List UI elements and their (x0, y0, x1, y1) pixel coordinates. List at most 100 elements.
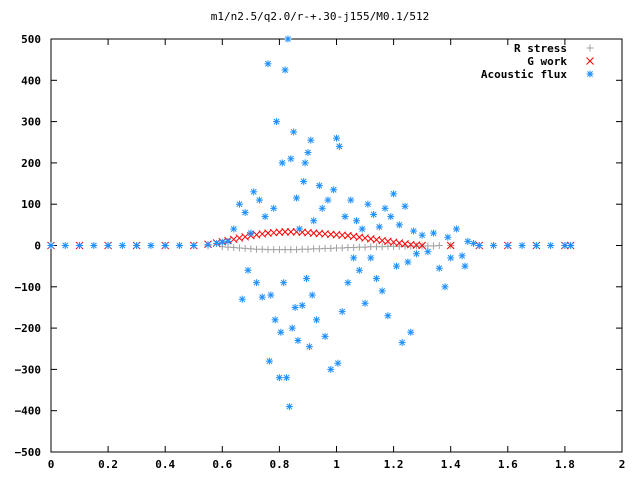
data-point (341, 213, 349, 221)
data-point (273, 118, 281, 126)
y-tick-label: 200 (21, 157, 41, 170)
data-point (147, 242, 155, 249)
data-point (313, 316, 321, 324)
data-point (378, 287, 386, 295)
y-tick-label: 300 (21, 116, 41, 129)
data-point (258, 293, 266, 301)
data-point (224, 237, 232, 245)
data-point (285, 403, 293, 411)
data-point (392, 262, 400, 270)
data-point (307, 136, 315, 144)
y-tick-label: −100 (15, 281, 42, 294)
data-point (367, 254, 375, 262)
data-point (267, 291, 275, 299)
x-tick-label: 0.8 (269, 458, 289, 471)
data-point (287, 155, 295, 163)
data-point (321, 332, 329, 340)
data-point (281, 228, 289, 236)
data-point (284, 35, 292, 43)
data-point (398, 339, 406, 347)
y-tick-label: −200 (15, 322, 42, 335)
data-point (61, 242, 69, 249)
data-point (265, 357, 273, 365)
data-point (344, 279, 352, 287)
data-point (361, 299, 369, 307)
data-point (410, 227, 418, 235)
data-point (381, 204, 389, 212)
data-point (275, 374, 283, 382)
data-point (333, 134, 340, 142)
data-point (204, 241, 212, 249)
legend-marker (586, 57, 594, 65)
data-point (288, 324, 296, 332)
data-point (358, 225, 366, 233)
data-point (290, 128, 298, 136)
legend-label: R stress (514, 42, 567, 55)
data-point (375, 223, 383, 231)
data-point (270, 204, 278, 212)
data-point (315, 182, 323, 190)
x-tick-label: 0 (48, 458, 55, 471)
data-point (298, 301, 306, 309)
data-point (532, 242, 540, 249)
data-point (310, 217, 318, 225)
data-point (250, 188, 258, 196)
data-point (475, 242, 483, 249)
data-point (404, 258, 412, 266)
data-point (303, 275, 311, 283)
data-point (213, 239, 221, 247)
data-point (504, 242, 512, 249)
data-point (490, 242, 498, 249)
data-point (470, 239, 478, 247)
data-point (347, 196, 355, 204)
data-point (461, 262, 469, 270)
data-point (261, 213, 269, 221)
legend-label: Acoustic flux (481, 68, 567, 81)
data-point (446, 241, 455, 250)
x-tick-label: 0.2 (98, 458, 118, 471)
data-point (518, 242, 526, 249)
data-point (464, 237, 472, 245)
x-tick-label: 0.4 (155, 458, 175, 471)
data-point (161, 242, 169, 249)
data-point (291, 303, 299, 311)
data-point (372, 275, 380, 283)
data-point (327, 365, 335, 373)
y-tick-label: 500 (21, 33, 41, 46)
data-point (76, 242, 84, 249)
data-point (452, 225, 460, 233)
data-point (407, 328, 415, 336)
legend-marker (586, 70, 594, 78)
data-point (447, 254, 455, 262)
x-tick-label: 1.8 (555, 458, 575, 471)
data-point (295, 225, 303, 233)
data-point (330, 186, 338, 194)
data-point (255, 196, 263, 204)
data-point (218, 238, 226, 246)
data-point (424, 248, 432, 256)
data-point (277, 328, 285, 336)
data-point (412, 250, 420, 258)
x-tick-label: 1.6 (498, 458, 518, 471)
x-tick-label: 0.6 (212, 458, 232, 471)
data-point (418, 241, 427, 250)
data-point (283, 374, 291, 382)
data-point (230, 225, 238, 233)
chart-title: m1/n2.5/q2.0/r-+.30-j155/M0.1/512 (211, 10, 430, 23)
data-point (304, 149, 312, 157)
data-point (444, 233, 452, 241)
data-point (338, 308, 346, 316)
x-tick-label: 2 (619, 458, 626, 471)
data-point (430, 229, 438, 237)
data-point (175, 242, 183, 249)
data-point (241, 208, 249, 216)
tick-labels: 0 0.2 0.4 0.6 0.8 1 1.2 1.4 1.6 1.8 2 500 400 300 200 1… (15, 33, 626, 471)
data-point (300, 177, 308, 185)
data-point (435, 264, 443, 272)
y-tick-label: −400 (15, 405, 42, 418)
data-point (334, 359, 342, 367)
data-point (301, 159, 309, 167)
data-point (278, 159, 286, 167)
